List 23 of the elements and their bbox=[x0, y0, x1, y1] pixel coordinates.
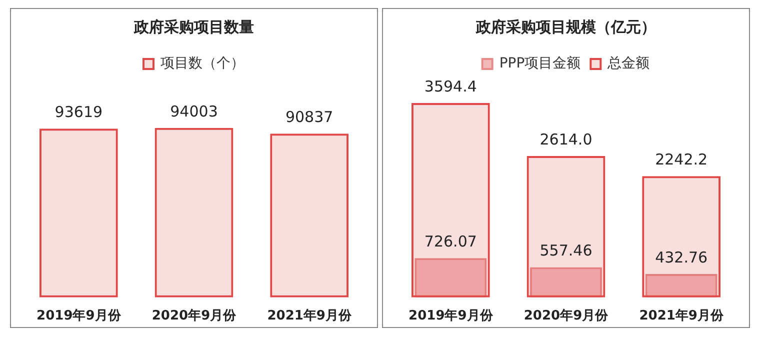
x-tick-label: 2020年9月份 bbox=[524, 308, 610, 324]
data-label: 726.07 bbox=[424, 232, 477, 251]
data-label: 94003 bbox=[170, 102, 218, 120]
legend-label: 项目数（个） bbox=[160, 56, 244, 72]
chart-title: 政府采购项目规模（亿元） bbox=[475, 18, 656, 36]
x-tick-label: 2019年9月份 bbox=[408, 308, 494, 324]
chart-title: 政府采购项目数量 bbox=[133, 18, 254, 36]
x-tick-label: 2020年9月份 bbox=[152, 308, 238, 324]
x-tick-label: 2019年9月份 bbox=[36, 308, 122, 324]
legend-label: 总金额 bbox=[606, 56, 650, 72]
x-tick-label: 2021年9月份 bbox=[639, 308, 724, 324]
x-tick-label: 2021年9月份 bbox=[267, 308, 352, 324]
data-label: 557.46 bbox=[540, 242, 592, 260]
data-label: 432.76 bbox=[655, 248, 708, 266]
data-label: 93619 bbox=[54, 102, 103, 121]
data-label: 3594.4 bbox=[424, 77, 477, 96]
bar bbox=[642, 176, 721, 298]
legend-label: PPP项目金额 bbox=[499, 56, 581, 72]
data-label: 2614.0 bbox=[540, 130, 592, 148]
bar bbox=[411, 102, 490, 298]
data-label: 2242.2 bbox=[655, 150, 708, 168]
data-label: 90837 bbox=[285, 108, 334, 126]
bar bbox=[526, 156, 606, 298]
